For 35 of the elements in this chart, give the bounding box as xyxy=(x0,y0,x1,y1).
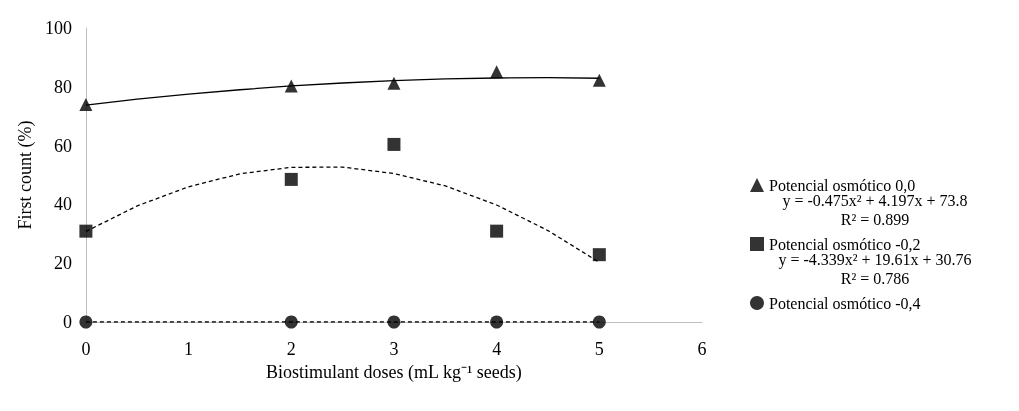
point xyxy=(490,65,504,79)
point xyxy=(490,315,504,329)
x-tick-label: 0 xyxy=(81,339,91,359)
point xyxy=(79,224,93,238)
x-axis-title: Biostimulant doses (mL kg⁻¹ seeds) xyxy=(266,361,522,383)
x-tick-label: 2 xyxy=(286,339,296,359)
point xyxy=(592,315,606,329)
legend-label: Potencial osmótico 0,0 xyxy=(769,176,916,194)
x-tick-label: 4 xyxy=(492,339,502,359)
point xyxy=(490,224,504,238)
y-tick-label: 80 xyxy=(53,76,72,97)
y-axis-title: First count (%) xyxy=(15,120,36,230)
x-tick-label: 5 xyxy=(594,339,604,359)
point xyxy=(284,172,298,186)
y-tick-label: 100 xyxy=(44,18,72,38)
y-tick-label: 20 xyxy=(53,253,72,274)
y-tick-label: 0 xyxy=(62,312,72,332)
point xyxy=(387,76,401,90)
text: R² = 0.786 xyxy=(840,269,910,287)
x-tick-label: 3 xyxy=(389,339,399,359)
point xyxy=(79,315,93,329)
text: R² = 0.899 xyxy=(840,210,910,228)
x-tick-label: 1 xyxy=(184,339,194,359)
x-tick-label: 6 xyxy=(697,339,707,359)
point xyxy=(79,97,93,111)
point xyxy=(284,315,298,329)
point xyxy=(592,73,606,87)
legend-label: Potencial osmótico -0,4 xyxy=(769,294,921,312)
point xyxy=(592,248,606,262)
point xyxy=(387,137,401,151)
legend-label: Potencial osmótico -0,2 xyxy=(769,235,921,253)
point xyxy=(284,79,298,93)
point xyxy=(387,315,401,329)
y-tick-label: 40 xyxy=(53,194,72,215)
y-tick-label: 60 xyxy=(53,135,72,156)
